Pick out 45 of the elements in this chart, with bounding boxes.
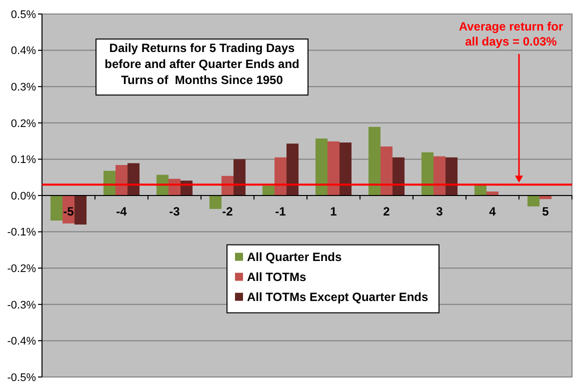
y-tick-label: 0.5%	[10, 8, 36, 21]
y-tick-label: 0.0%	[10, 190, 36, 202]
legend-label: All TOTMs	[247, 270, 306, 284]
y-tick-label: -0.2%	[7, 262, 36, 275]
y-tick-label: 0.1%	[10, 154, 36, 166]
text: Daily Returns for 5 Trading Days before and after Quarter Ends and Turns of Months Since 1950	[104, 41, 300, 88]
bar	[74, 196, 87, 225]
x-tick-label: -3	[169, 204, 180, 218]
y-tick-label: -0.4%	[7, 336, 36, 348]
legend-label: All TOTMs Except Quarter Ends	[247, 290, 428, 304]
legend-label: All Quarter Ends	[247, 250, 342, 264]
bar	[340, 142, 352, 196]
y-tick-label: -0.3%	[7, 299, 36, 312]
bar	[234, 159, 246, 196]
bar	[446, 157, 458, 196]
bar	[274, 157, 287, 196]
bar	[50, 196, 62, 221]
bar	[527, 196, 540, 206]
x-tick-label: 4	[489, 204, 496, 218]
bar	[315, 138, 328, 196]
x-tick-label: -1	[275, 204, 286, 218]
bar	[368, 126, 380, 196]
bar	[115, 165, 128, 196]
x-tick-label: -5	[63, 204, 74, 218]
bar	[286, 144, 299, 196]
bar	[327, 141, 340, 196]
bar	[421, 152, 434, 196]
y-tick-label: 0.4%	[10, 45, 36, 58]
bar	[392, 157, 405, 196]
y-tick-label: -0.1%	[7, 226, 36, 239]
bar	[262, 186, 274, 196]
x-tick-label: -4	[116, 204, 128, 218]
x-tick-label: -2	[222, 204, 234, 218]
y-tick-label: -0.5%	[7, 372, 36, 384]
x-tick-label: 3	[436, 204, 444, 218]
y-tick-label: 0.3%	[10, 81, 36, 94]
ref-line-label: Average return for all days = 0.03%	[458, 19, 564, 48]
x-tick-label: 2	[383, 204, 390, 218]
bar	[209, 196, 222, 209]
x-tick-label: 5	[542, 204, 550, 218]
y-tick-label: 0.2%	[10, 118, 36, 130]
bar	[433, 156, 446, 196]
bar	[128, 163, 140, 196]
x-tick-label: 1	[330, 204, 338, 218]
bar	[380, 146, 393, 196]
